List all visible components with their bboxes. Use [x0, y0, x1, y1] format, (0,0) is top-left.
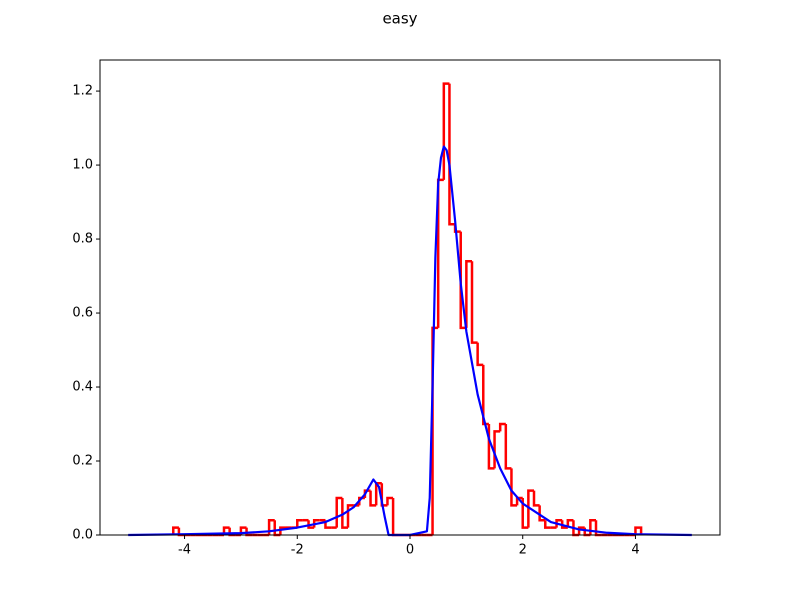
histogram-step	[307, 520, 315, 529]
histogram-step	[296, 518, 303, 528]
histogram-step	[465, 259, 472, 328]
histogram-step	[560, 520, 568, 529]
x-tick-label: 4	[631, 543, 639, 558]
histogram-step	[172, 526, 179, 535]
chart-title: easy	[382, 10, 417, 28]
histogram-step	[436, 178, 444, 328]
histogram-step	[521, 498, 529, 529]
y-tick-label: 0.2	[72, 454, 93, 469]
x-tick-label: 0	[406, 543, 414, 558]
histogram-step	[527, 489, 534, 528]
y-tick-label: 0.0	[72, 528, 93, 543]
histogram-step	[391, 498, 399, 537]
histogram-step	[544, 520, 551, 529]
histogram-step	[369, 490, 377, 507]
histogram-step	[470, 261, 478, 344]
histogram-step	[532, 490, 540, 507]
histogram-step	[538, 505, 546, 522]
y-tick-label: 1.2	[72, 84, 93, 99]
x-tick-label: -4	[178, 543, 191, 558]
histogram-step	[279, 526, 286, 535]
y-tick-label: 1.0	[72, 158, 93, 173]
y-tick-label: 0.6	[72, 306, 93, 321]
plot-area	[128, 82, 692, 537]
histogram-step	[566, 518, 574, 528]
histogram-step	[267, 518, 275, 535]
histogram-step	[346, 504, 354, 528]
histogram-step	[245, 527, 253, 537]
density-line	[128, 145, 692, 537]
histogram-step	[634, 526, 643, 535]
histogram-step	[498, 422, 506, 432]
histogram-step	[459, 231, 467, 330]
histogram-step	[476, 342, 484, 367]
histogram-step	[510, 468, 518, 507]
histogram-step	[577, 526, 585, 535]
x-tick-label: 2	[519, 543, 527, 558]
y-tick-label: 0.4	[72, 380, 93, 395]
histogram-step	[431, 326, 439, 535]
y-tick-label: 0.8	[72, 232, 93, 247]
histogram-step	[555, 518, 563, 528]
histogram-step	[482, 364, 489, 426]
histogram-step	[448, 83, 456, 226]
axes-frame	[99, 59, 721, 536]
histogram-step	[386, 496, 394, 506]
histogram-step	[341, 498, 348, 529]
histogram-step	[504, 424, 512, 470]
x-tick-label: -2	[291, 543, 304, 558]
